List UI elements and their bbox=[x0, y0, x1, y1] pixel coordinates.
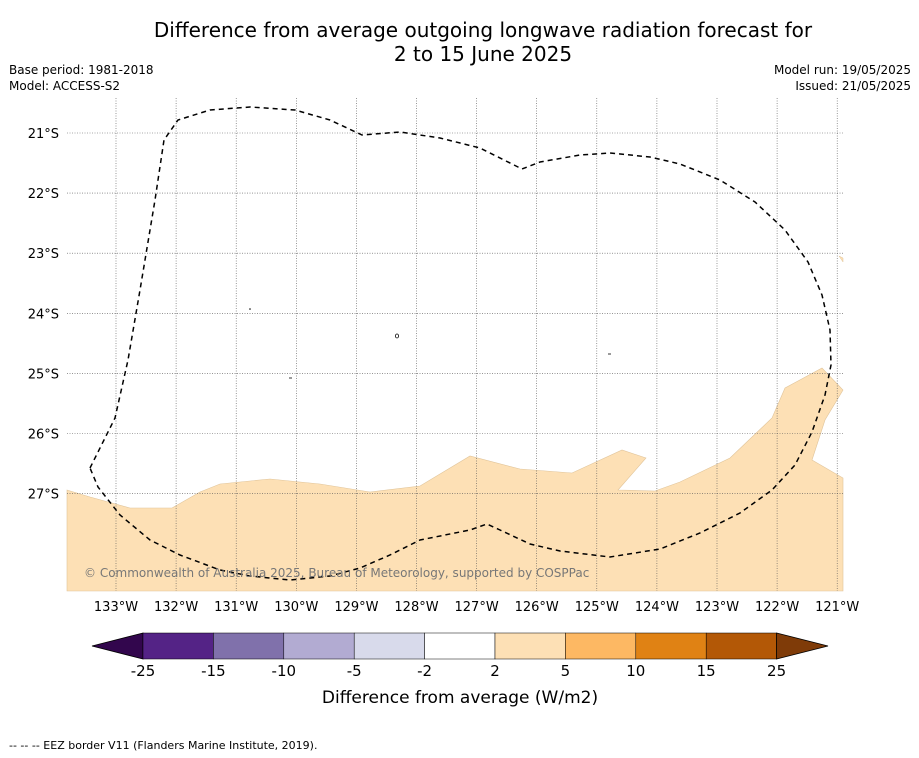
colorbar-extension-high bbox=[776, 632, 829, 660]
title-line-2: 2 to 15 June 2025 bbox=[393, 42, 573, 66]
model-text: Model: ACCESS-S2 bbox=[9, 79, 121, 93]
island-marks bbox=[249, 308, 611, 379]
longitude-label: 122°W bbox=[755, 600, 799, 615]
island-mark bbox=[394, 333, 399, 339]
longitude-label: 121°W bbox=[815, 600, 859, 615]
island-mark bbox=[249, 308, 251, 310]
colorbar-tick-label: -10 bbox=[272, 662, 297, 680]
latitude-label: 23°S bbox=[28, 247, 59, 262]
colorbar-tick-label: 15 bbox=[697, 662, 716, 680]
colorbar-segment bbox=[353, 632, 425, 660]
colorbar-tick-label: 25 bbox=[767, 662, 786, 680]
longitude-label: 129°W bbox=[334, 600, 378, 615]
latitude-label: 27°S bbox=[28, 488, 59, 503]
eez-border bbox=[89, 106, 832, 581]
chart-title: Difference from average outgoing longwav… bbox=[0, 18, 919, 66]
map-layer: © Commonwealth of Australia 2025, Bureau… bbox=[66, 98, 844, 592]
latitude-label: 24°S bbox=[28, 307, 59, 322]
issued-text: Issued: 21/05/2025 bbox=[795, 79, 911, 93]
meta-right: Model run: 19/05/2025 Issued: 21/05/2025 bbox=[774, 62, 911, 94]
colorbar-tick-label: -2 bbox=[417, 662, 432, 680]
colorbar-segment bbox=[565, 632, 637, 660]
colorbar-tick-label: 5 bbox=[561, 662, 571, 680]
longitude-label: 125°W bbox=[575, 600, 619, 615]
colorbar-label: Difference from average (W/m2) bbox=[322, 688, 598, 708]
longitude-label: 128°W bbox=[394, 600, 438, 615]
longitude-label: 123°W bbox=[695, 600, 739, 615]
model-run-text: Model run: 19/05/2025 bbox=[773, 63, 911, 77]
latitude-label: 22°S bbox=[28, 187, 59, 202]
colorbar-segment bbox=[635, 632, 707, 660]
colorbar-tick-label: 10 bbox=[626, 662, 645, 680]
latitude-label: 26°S bbox=[28, 428, 59, 443]
latitude-labels: 21°S 22°S 23°S 24°S 25°S 26°S 27°S bbox=[28, 127, 59, 503]
colorbar-segment bbox=[494, 632, 566, 660]
colorbar-tick-label: -25 bbox=[131, 662, 156, 680]
colorbar-segment bbox=[283, 632, 355, 660]
latitude-label: 25°S bbox=[28, 367, 59, 382]
colorbar-segment bbox=[213, 632, 285, 660]
anomaly-region bbox=[66, 367, 844, 592]
colorbar-extension-low bbox=[91, 632, 144, 660]
longitude-label: 130°W bbox=[274, 600, 318, 615]
longitude-label: 126°W bbox=[515, 600, 559, 615]
colorbar-segment bbox=[424, 632, 496, 660]
meta-left: Base period: 1981-2018 Model: ACCESS-S2 bbox=[9, 62, 154, 94]
eez-border-footnote: -- -- -- EEZ border V11 (Flanders Marine… bbox=[9, 739, 318, 752]
colorbar-tick-label: -15 bbox=[201, 662, 226, 680]
longitude-label: 131°W bbox=[214, 600, 258, 615]
base-period-text: Base period: 1981-2018 bbox=[9, 63, 154, 77]
colorbar-tick-label: 2 bbox=[490, 662, 500, 680]
longitude-label: 133°W bbox=[94, 600, 138, 615]
longitude-label: 132°W bbox=[154, 600, 198, 615]
colorbar-segment bbox=[142, 632, 214, 660]
longitude-label: 127°W bbox=[455, 600, 499, 615]
longitude-labels: 133°W 132°W 131°W 130°W 129°W 128°W 127°W 126°W… bbox=[94, 600, 860, 615]
colorbar: -25 -15 -10 -5 -2 2 5 10 15 25 bbox=[91, 632, 829, 680]
copyright-text: © Commonwealth of Australia 2025, Bureau… bbox=[84, 566, 589, 580]
title-line-1: Difference from average outgoing longwav… bbox=[153, 18, 813, 42]
longitude-label: 124°W bbox=[635, 600, 679, 615]
anomaly-spot-east bbox=[838, 255, 844, 263]
latitude-label: 21°S bbox=[28, 127, 59, 142]
gridlines bbox=[67, 98, 843, 591]
colorbar-tick-label: -5 bbox=[347, 662, 362, 680]
colorbar-segment bbox=[705, 632, 777, 660]
